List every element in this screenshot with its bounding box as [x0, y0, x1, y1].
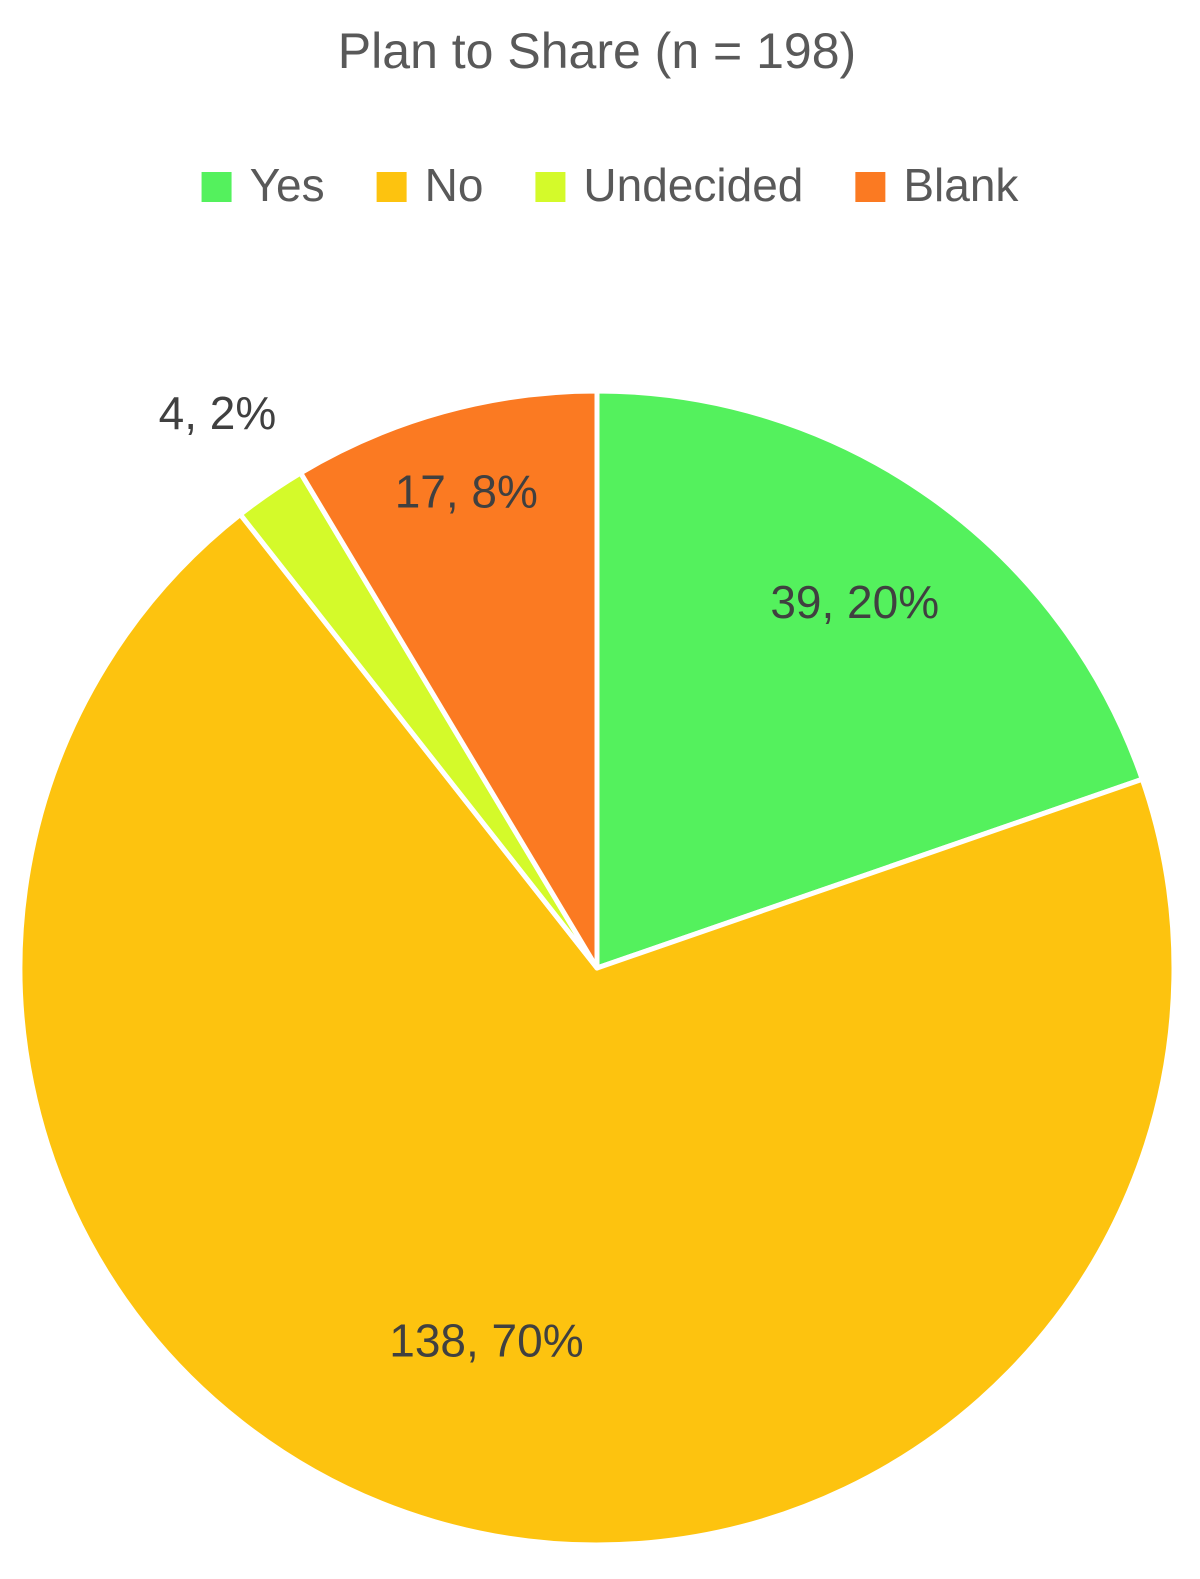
data-label: 39, 20% — [770, 576, 939, 628]
legend-label: No — [425, 159, 484, 211]
pie-slice — [594, 388, 1145, 971]
legend-swatch — [855, 172, 886, 202]
data-labels: 39, 20% 138, 70% 4, 2% 17, 8% — [159, 387, 939, 1367]
chart-title: Plan to Share (n = 198) — [338, 23, 856, 79]
legend-label: Yes — [250, 159, 325, 211]
legend-swatch — [535, 172, 566, 202]
legend-swatch — [376, 172, 407, 202]
legend-swatch — [201, 172, 232, 202]
data-label: 138, 70% — [389, 1315, 583, 1367]
legend: Yes No Undecided Blank — [201, 159, 1019, 211]
legend-label: Undecided — [583, 159, 803, 211]
pie-slice — [17, 511, 1177, 1548]
pie-slice — [298, 388, 600, 971]
data-label: 17, 8% — [395, 465, 538, 517]
data-label: 4, 2% — [159, 387, 277, 439]
pie — [17, 388, 1177, 1548]
legend-label: Blank — [903, 159, 1019, 211]
